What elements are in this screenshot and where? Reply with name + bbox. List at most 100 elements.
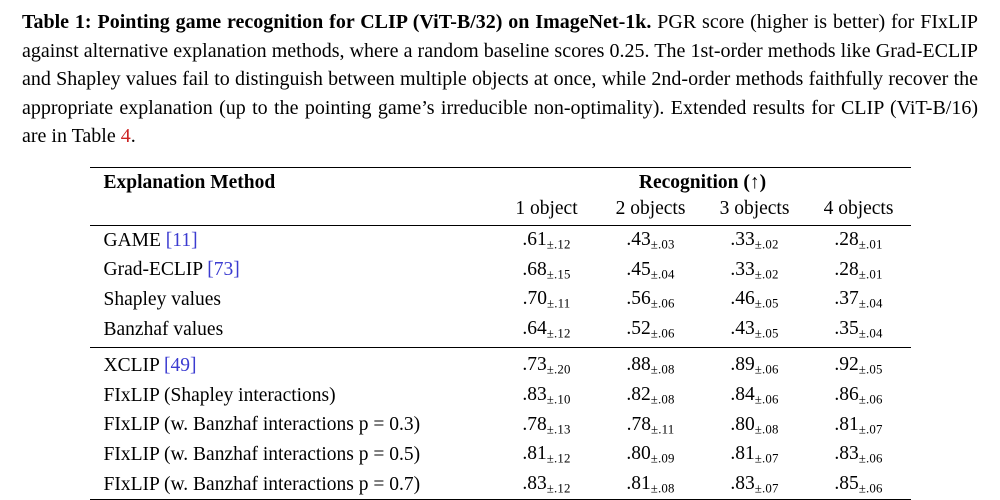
pgr-stddev-subscript: ±.06 bbox=[650, 326, 675, 341]
table4-reference-link[interactable]: 4 bbox=[120, 125, 131, 148]
table-caption: Table 1: Pointing game recognition for C… bbox=[22, 8, 978, 151]
pgr-score: .81 bbox=[522, 443, 547, 465]
pgr-value: .28±.01 bbox=[807, 225, 911, 255]
citation-link[interactable]: [49] bbox=[159, 355, 197, 377]
pgr-stddev-subscript: ±.11 bbox=[650, 422, 675, 437]
table-row: GAME [11] .61±.12.43±.03.33±.02.28±.01 bbox=[90, 225, 911, 255]
pgr-value: .37±.04 bbox=[807, 285, 911, 315]
column-header-method: Explanation Method bbox=[103, 171, 276, 193]
column-header-3-objects: 3 objects bbox=[719, 197, 790, 219]
citation-link[interactable]: [73] bbox=[202, 259, 240, 281]
pgr-stddev-subscript: ±.12 bbox=[546, 237, 571, 252]
pgr-score: .80 bbox=[626, 443, 651, 465]
pgr-score: .89 bbox=[730, 354, 755, 376]
table-body: GAME [11] .61±.12.43±.03.33±.02.28±.01 Gra… bbox=[89, 225, 911, 500]
table-row: Banzhaf values .64±.12.52±.06.43±.05.35±.… bbox=[90, 315, 911, 348]
pgr-value: .81±.07 bbox=[807, 411, 911, 441]
table-row: FIxLIP (Shapley interactions) .83±.10.82±… bbox=[90, 381, 911, 411]
method-label: FIxLIP (w. Banzhaf interactions p = 0.7) bbox=[103, 473, 421, 495]
pgr-score: .56 bbox=[626, 288, 651, 310]
pgr-stddev-subscript: ±.08 bbox=[650, 362, 675, 377]
method-label: FIxLIP (Shapley interactions) bbox=[103, 384, 336, 406]
pgr-stddev-subscript: ±.13 bbox=[546, 422, 571, 437]
citation-link[interactable]: [11] bbox=[160, 229, 198, 251]
pgr-stddev-subscript: ±.05 bbox=[858, 362, 883, 377]
pgr-stddev-subscript: ±.15 bbox=[546, 267, 571, 282]
pgr-score: .92 bbox=[834, 354, 859, 376]
method-name: GAME [11] bbox=[90, 225, 495, 255]
pgr-stddev-subscript: ±.08 bbox=[650, 392, 675, 407]
table-row: Shapley values .70±.11.56±.06.46±.05.37±.… bbox=[90, 285, 911, 315]
pgr-value: .83±.06 bbox=[807, 440, 911, 470]
pgr-stddev-subscript: ±.07 bbox=[754, 481, 779, 496]
pgr-stddev-subscript: ±.04 bbox=[858, 296, 883, 311]
results-table: Explanation Method Recognition (↑) 1 obj… bbox=[89, 166, 911, 500]
pgr-score: .83 bbox=[730, 472, 755, 494]
table-row: FIxLIP (w. Banzhaf interactions p = 0.3)… bbox=[90, 411, 911, 441]
pgr-stddev-subscript: ±.04 bbox=[858, 326, 883, 341]
pgr-value: .28±.01 bbox=[807, 256, 911, 286]
pgr-value: .68±.15 bbox=[495, 256, 599, 286]
pgr-score: .84 bbox=[730, 383, 755, 405]
method-label: Shapley values bbox=[103, 288, 222, 310]
pgr-stddev-subscript: ±.08 bbox=[650, 481, 675, 496]
pgr-score: .43 bbox=[730, 317, 755, 339]
pgr-value: .80±.09 bbox=[599, 440, 703, 470]
pgr-value: .80±.08 bbox=[703, 411, 807, 441]
pgr-score: .81 bbox=[626, 472, 651, 494]
pgr-value: .70±.11 bbox=[495, 285, 599, 315]
pgr-score: .85 bbox=[834, 472, 859, 494]
pgr-stddev-subscript: ±.12 bbox=[546, 451, 571, 466]
pgr-score: .33 bbox=[730, 228, 755, 250]
pgr-value: .88±.08 bbox=[598, 347, 703, 381]
pgr-stddev-subscript: ±.12 bbox=[546, 326, 571, 341]
pgr-score: .46 bbox=[730, 288, 755, 310]
table-row: FIxLIP (w. Banzhaf interactions p = 0.7)… bbox=[90, 470, 911, 500]
pgr-stddev-subscript: ±.02 bbox=[754, 237, 779, 252]
caption-bold-lead: Table 1: Pointing game recognition for C… bbox=[22, 11, 652, 33]
pgr-score: .70 bbox=[522, 288, 547, 310]
pgr-score: .28 bbox=[834, 228, 859, 250]
pgr-value: .61±.12 bbox=[495, 225, 599, 255]
pgr-stddev-subscript: ±.06 bbox=[754, 392, 779, 407]
pgr-value: .46±.05 bbox=[703, 285, 807, 315]
pgr-value: .56±.06 bbox=[599, 285, 703, 315]
column-header-2-objects: 2 objects bbox=[615, 197, 686, 219]
pgr-value: .85±.06 bbox=[807, 470, 911, 500]
pgr-stddev-subscript: ±.06 bbox=[650, 296, 675, 311]
pgr-value: .33±.02 bbox=[703, 225, 807, 255]
method-name: XCLIP [49] bbox=[89, 347, 495, 381]
pgr-score: .68 bbox=[522, 258, 547, 280]
pgr-score: .81 bbox=[730, 443, 755, 465]
pgr-stddev-subscript: ±.11 bbox=[546, 296, 571, 311]
pgr-value: .45±.04 bbox=[599, 256, 703, 286]
pgr-score: .52 bbox=[626, 317, 651, 339]
pgr-value: .82±.08 bbox=[599, 381, 703, 411]
pgr-score: .88 bbox=[626, 354, 651, 376]
pgr-stddev-subscript: ±.06 bbox=[858, 392, 883, 407]
method-label: FIxLIP (w. Banzhaf interactions p = 0.3) bbox=[103, 414, 421, 436]
pgr-value: .52±.06 bbox=[599, 315, 703, 348]
pgr-value: .83±.10 bbox=[495, 381, 599, 411]
pgr-stddev-subscript: ±.06 bbox=[858, 481, 883, 496]
pgr-stddev-subscript: ±.08 bbox=[754, 422, 779, 437]
pgr-score: .28 bbox=[834, 258, 859, 280]
pgr-value: .89±.06 bbox=[702, 347, 807, 381]
pgr-score: .83 bbox=[522, 472, 547, 494]
pgr-value: .35±.04 bbox=[807, 315, 911, 348]
column-header-recognition: Recognition (↑) bbox=[638, 171, 767, 193]
pgr-score: .86 bbox=[834, 383, 859, 405]
pgr-score: .45 bbox=[626, 258, 651, 280]
table-row: Grad-ECLIP [73] .68±.15.45±.04.33±.02.28±… bbox=[90, 256, 911, 286]
pgr-score: .43 bbox=[626, 228, 651, 250]
pgr-value: .43±.03 bbox=[599, 225, 703, 255]
pgr-stddev-subscript: ±.01 bbox=[858, 267, 883, 282]
pgr-value: .64±.12 bbox=[495, 315, 599, 348]
caption-text: PGR score (higher is better) for FIxLIP … bbox=[22, 11, 978, 148]
pgr-value: .86±.06 bbox=[807, 381, 911, 411]
method-name: Shapley values bbox=[90, 285, 495, 315]
pgr-stddev-subscript: ±.02 bbox=[754, 267, 779, 282]
pgr-score: .33 bbox=[730, 258, 755, 280]
method-label: Grad-ECLIP bbox=[103, 259, 203, 281]
pgr-value: .73±.20 bbox=[494, 347, 599, 381]
